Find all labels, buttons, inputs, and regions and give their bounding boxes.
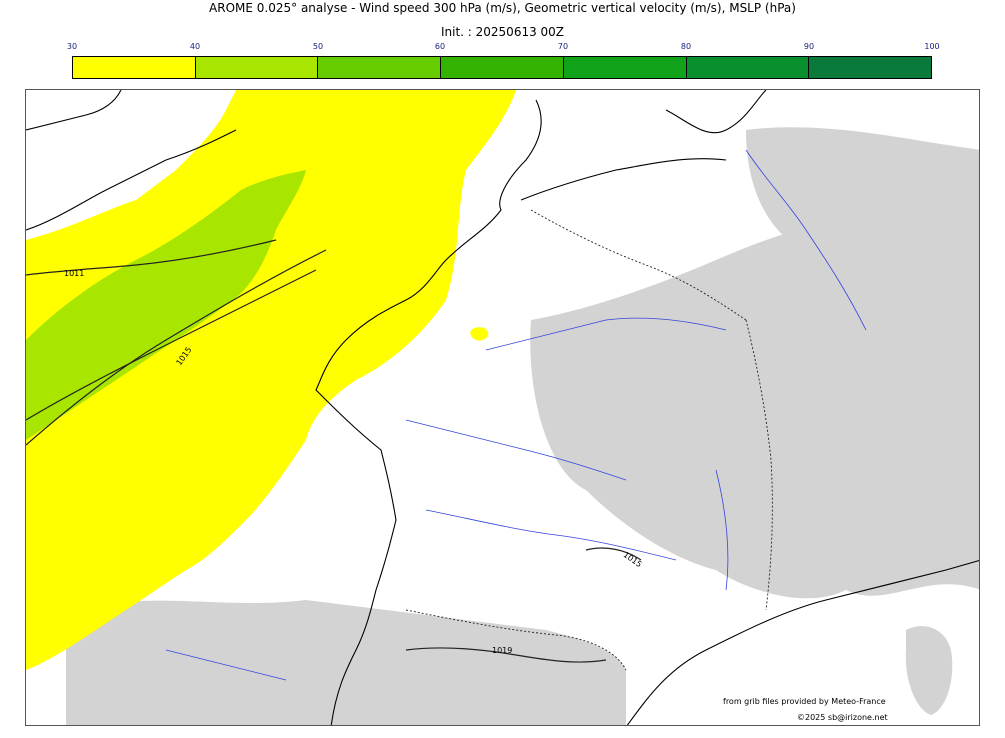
wind-speed-area bbox=[470, 327, 489, 341]
colorbar-tick: 100 bbox=[924, 42, 940, 51]
coastline bbox=[520, 158, 727, 201]
river bbox=[425, 509, 677, 561]
isobar-line bbox=[26, 239, 277, 276]
isobar-label: 1011 bbox=[64, 269, 84, 278]
colorbar-tick: 90 bbox=[803, 42, 815, 51]
coastline bbox=[26, 90, 122, 131]
wind-speed-area bbox=[26, 170, 306, 440]
coastline bbox=[315, 99, 542, 725]
isobar-label: 1015 bbox=[622, 550, 644, 569]
terrain-layer bbox=[66, 127, 979, 725]
chart-title: AROME 0.025° analyse - Wind speed 300 hP… bbox=[209, 1, 796, 15]
coastline bbox=[26, 129, 237, 231]
terrain-relief bbox=[66, 600, 626, 725]
colorbar-segment bbox=[441, 57, 564, 78]
isobar-layer bbox=[26, 239, 642, 663]
isobar-line bbox=[405, 647, 607, 663]
country-border bbox=[530, 209, 747, 321]
colorbar-tick: 80 bbox=[680, 42, 692, 51]
river bbox=[745, 149, 867, 331]
border-layer bbox=[405, 209, 773, 671]
river bbox=[165, 649, 287, 681]
isobar-line bbox=[26, 269, 317, 421]
colorbar-bar bbox=[72, 56, 932, 79]
colorbar-tick: 50 bbox=[312, 42, 324, 51]
colorbar-tick: 40 bbox=[189, 42, 201, 51]
coastline-layer bbox=[26, 90, 979, 725]
terrain-relief bbox=[756, 399, 959, 554]
country-border bbox=[745, 319, 773, 611]
map-svg: 1011 1015 1015 1019 bbox=[26, 90, 979, 725]
isobar-line bbox=[26, 249, 327, 446]
colorbar-segment bbox=[563, 57, 687, 78]
colorbar-segment bbox=[318, 57, 442, 78]
river bbox=[715, 469, 729, 591]
river bbox=[405, 419, 627, 481]
colorbar-tick: 70 bbox=[557, 42, 569, 51]
colorbar-segment bbox=[686, 57, 810, 78]
terrain-relief bbox=[905, 626, 953, 715]
weather-map: 1011 1015 1015 1019 bbox=[25, 89, 980, 726]
init-time: Init. : 20250613 00Z bbox=[440, 25, 565, 39]
river-layer bbox=[165, 149, 867, 681]
colorbar-segment bbox=[195, 57, 319, 78]
wind-speed-area bbox=[26, 90, 516, 670]
colorbar-tick: 30 bbox=[66, 42, 78, 51]
colorbar-segment bbox=[809, 57, 932, 78]
coastline bbox=[665, 90, 767, 134]
data-source-credit: from grib files provided by Meteo-France bbox=[723, 697, 886, 706]
wind-speed-layer bbox=[26, 90, 516, 670]
colorbar-tick: 60 bbox=[434, 42, 446, 51]
country-border bbox=[405, 609, 627, 671]
colorbar-segment bbox=[73, 57, 196, 78]
coastline bbox=[626, 559, 979, 725]
isobar-line bbox=[585, 547, 642, 561]
copyright-credit: ©2025 sb@irizone.net bbox=[797, 713, 888, 722]
river bbox=[485, 317, 727, 351]
isobar-label: 1019 bbox=[492, 646, 512, 655]
